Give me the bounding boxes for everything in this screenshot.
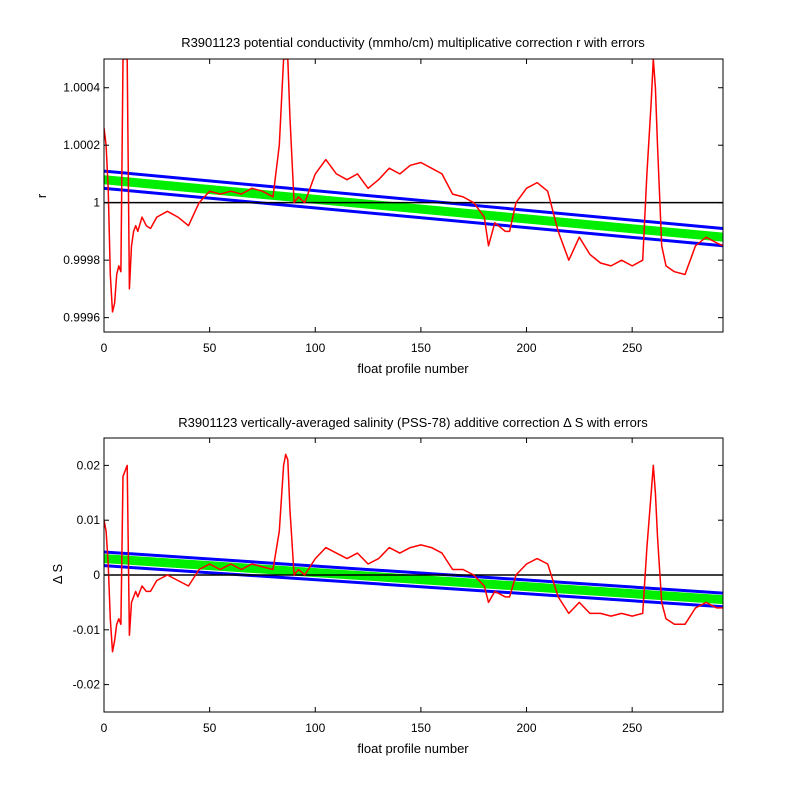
y-axis-label-r: r (34, 193, 49, 198)
x-tick-label-r-1: 50 (203, 341, 217, 355)
x-tick-label-delta-s-0: 0 (101, 721, 108, 735)
series-group-delta-s (104, 453, 723, 653)
series-r-2-error-bound (104, 186, 723, 248)
x-tick-label-delta-s-2: 100 (305, 721, 325, 735)
y-tick-label-delta-s-2: 0 (93, 568, 100, 582)
x-tick-label-r-2: 100 (305, 341, 325, 355)
series-r-1-error-bound (104, 169, 723, 231)
series-delta-s-1-error-bound (104, 550, 723, 595)
y-tick-label-r-1: 0.9998 (63, 253, 100, 267)
plot-area-r: 0 50 100 150 200 250 0.9996 0.9998 1 1.0002 1.0004 (63, 58, 724, 355)
y-tick-label-r-0: 0.9996 (63, 311, 100, 325)
y-tick-label-r-4: 1.0004 (63, 81, 100, 95)
correction-r-plot: R3901123 potential conductivity (mmho/cm… (34, 35, 724, 376)
y-tick-label-r-2: 1 (93, 196, 100, 210)
series-group-r (104, 59, 723, 313)
y-tick-label-delta-s-0: -0.02 (73, 678, 101, 692)
y-tick-label-delta-s-4: 0.02 (77, 458, 101, 472)
chart-title-r: R3901123 potential conductivity (mmho/cm… (181, 35, 645, 50)
series-delta-s-2-error-bound (104, 564, 723, 609)
x-tick-label-r-5: 250 (622, 341, 642, 355)
x-tick-label-delta-s-1: 50 (203, 721, 217, 735)
series-delta-s-0-profile-correction (104, 453, 723, 653)
y-tick-label-delta-s-3: 0.01 (77, 513, 101, 527)
series-r-3-fit (104, 176, 723, 241)
x-tick-label-r-0: 0 (101, 341, 108, 355)
x-tick-label-delta-s-5: 250 (622, 721, 642, 735)
x-tick-label-r-3: 150 (411, 341, 431, 355)
x-tick-label-delta-s-3: 150 (411, 721, 431, 735)
chart-title-delta-s: R3901123 vertically-averaged salinity (P… (178, 415, 648, 430)
y-axis-label-delta-s: Δ S (50, 564, 65, 585)
y-tick-label-r-3: 1.0002 (63, 138, 100, 152)
plot-area-delta-s: 0 50 100 150 200 250 -0.02 -0.01 0 0.01 0.02 (73, 437, 724, 735)
delta-s-plot: R3901123 vertically-averaged salinity (P… (50, 415, 724, 756)
series-r-0-profile-correction (104, 59, 723, 313)
x-axis-label-delta-s: float profile number (357, 741, 469, 756)
y-tick-label-delta-s-1: -0.01 (73, 623, 101, 637)
axes-frame-r (103, 58, 724, 333)
x-axis-label-r: float profile number (357, 361, 469, 376)
x-tick-label-r-4: 200 (517, 341, 537, 355)
x-tick-label-delta-s-4: 200 (517, 721, 537, 735)
